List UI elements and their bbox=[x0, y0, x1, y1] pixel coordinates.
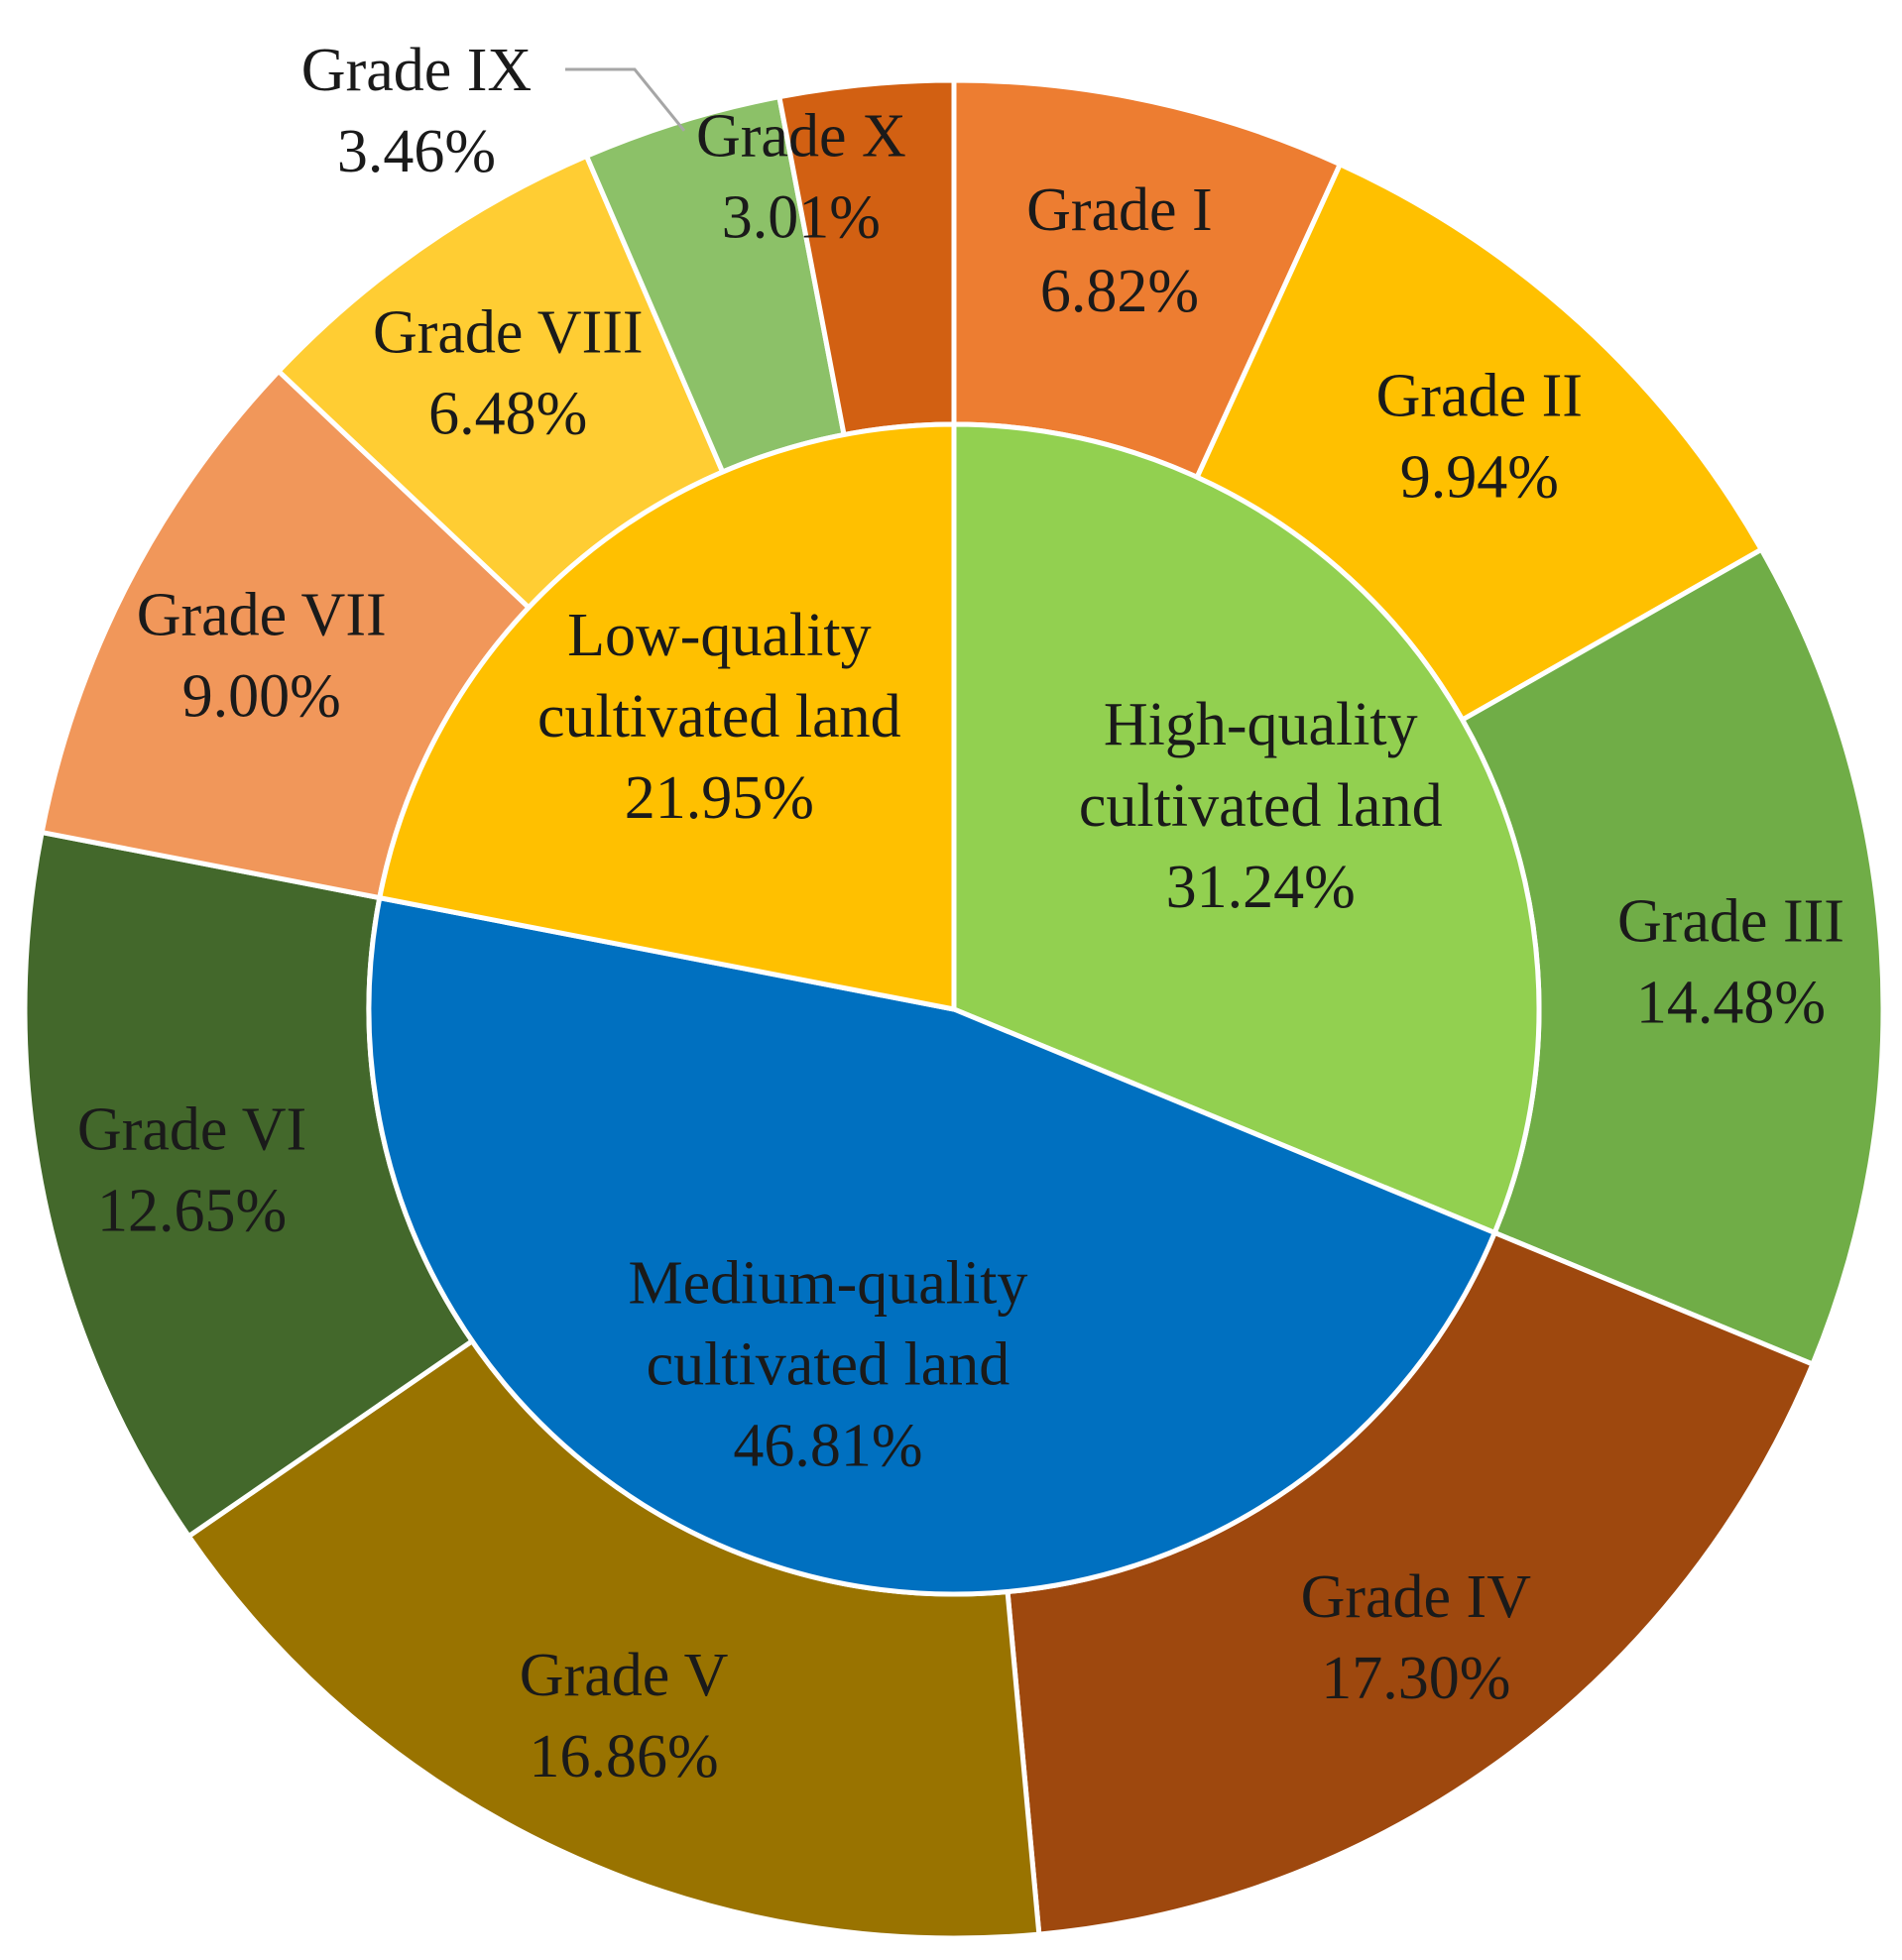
label-medium-quality-cultivated-land-line-2: cultivated land bbox=[647, 1330, 1010, 1398]
label-grade-vi: Grade VI 12.65% bbox=[77, 1095, 306, 1244]
label-grade-vi-line-1: Grade VI bbox=[77, 1095, 306, 1163]
label-low-quality-cultivated-land-line-2: cultivated land bbox=[537, 683, 901, 750]
label-low-quality-cultivated-land: Low-quality cultivated land 21.95% bbox=[537, 602, 901, 832]
label-grade-vii: Grade VII 9.00% bbox=[137, 581, 387, 730]
label-low-quality-cultivated-land-line-3: 21.95% bbox=[625, 764, 814, 832]
label-medium-quality-cultivated-land: Medium-quality cultivated land 46.81% bbox=[628, 1249, 1027, 1479]
label-grade-iv-line-2: 17.30% bbox=[1321, 1645, 1510, 1712]
label-grade-ix-line-1: Grade IX bbox=[301, 37, 532, 104]
label-grade-v: Grade V 16.86% bbox=[520, 1642, 729, 1790]
label-medium-quality-cultivated-land-line-3: 46.81% bbox=[733, 1412, 922, 1479]
slice-high-quality-cultivated-land bbox=[951, 421, 1542, 1236]
inner-ring bbox=[366, 421, 1542, 1597]
label-grade-vi-line-2: 12.65% bbox=[97, 1177, 287, 1244]
label-high-quality-cultivated-land-line-2: cultivated land bbox=[1079, 772, 1443, 840]
label-grade-iv: Grade IV 17.30% bbox=[1301, 1563, 1532, 1712]
label-grade-ix: Grade IX 3.46% bbox=[301, 37, 532, 185]
label-high-quality-cultivated-land: High-quality cultivated land 31.24% bbox=[1079, 691, 1443, 921]
leader-line-grade-ix bbox=[565, 67, 686, 132]
label-grade-i-line-1: Grade I bbox=[1026, 176, 1213, 244]
leader-lines bbox=[565, 67, 686, 132]
label-grade-viii: Grade VIII 6.48% bbox=[373, 299, 644, 448]
label-grade-x: Grade X 3.01% bbox=[696, 103, 906, 252]
label-high-quality-cultivated-land-line-1: High-quality bbox=[1104, 691, 1418, 758]
label-grade-v-line-2: 16.86% bbox=[530, 1723, 719, 1790]
label-medium-quality-cultivated-land-line-1: Medium-quality bbox=[628, 1249, 1027, 1317]
slice-labels: Grade I 6.82% Grade II 9.94% Grade III 14.48%… bbox=[77, 37, 1844, 1790]
label-grade-viii-line-1: Grade VIII bbox=[373, 299, 644, 367]
label-grade-vii-line-2: 9.00% bbox=[182, 662, 341, 730]
label-grade-i: Grade I 6.82% bbox=[1026, 176, 1213, 325]
label-grade-iii-line-1: Grade III bbox=[1617, 888, 1844, 956]
label-grade-ii-line-2: 9.94% bbox=[1400, 444, 1559, 512]
label-grade-ix-line-2: 3.46% bbox=[337, 118, 496, 185]
label-low-quality-cultivated-land-line-1: Low-quality bbox=[567, 602, 872, 669]
label-grade-x-line-1: Grade X bbox=[696, 103, 906, 171]
label-grade-iii: Grade III 14.48% bbox=[1617, 888, 1844, 1037]
label-grade-x-line-2: 3.01% bbox=[722, 184, 881, 252]
label-grade-viii-line-2: 6.48% bbox=[428, 381, 587, 448]
label-grade-iv-line-1: Grade IV bbox=[1301, 1563, 1532, 1631]
label-grade-vii-line-1: Grade VII bbox=[137, 581, 387, 648]
label-grade-iii-line-2: 14.48% bbox=[1636, 970, 1826, 1037]
label-grade-ii: Grade II 9.94% bbox=[1376, 363, 1583, 512]
slice-medium-quality-cultivated-land bbox=[366, 894, 1498, 1597]
slice-low-quality-cultivated-land bbox=[376, 421, 957, 1013]
label-grade-i-line-2: 6.82% bbox=[1040, 258, 1199, 325]
label-high-quality-cultivated-land-line-3: 31.24% bbox=[1166, 854, 1356, 921]
outer-ring bbox=[22, 77, 1886, 1941]
label-grade-ii-line-1: Grade II bbox=[1376, 363, 1583, 430]
label-grade-v-line-1: Grade V bbox=[520, 1642, 729, 1709]
